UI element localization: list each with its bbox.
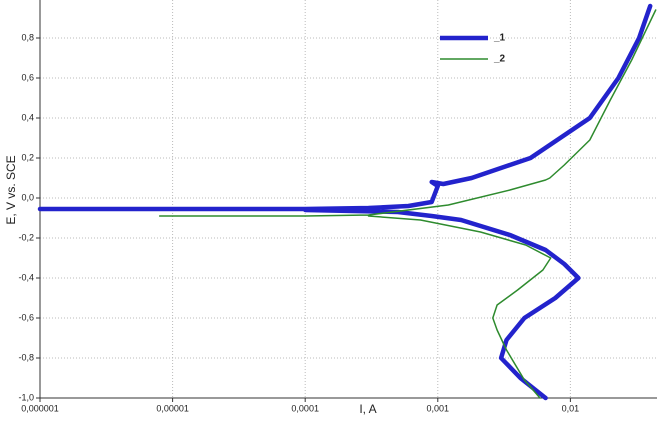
y-tick-label: -1,0: [18, 392, 34, 402]
x-tick-label: 0,001: [427, 403, 450, 413]
series-line: [37, 3, 653, 401]
series-line: [158, 9, 657, 399]
x-tick-label: 0,0001: [291, 403, 319, 413]
x-axis-label: I, A: [359, 402, 376, 416]
x-tick-label: 0,00001: [156, 403, 189, 413]
y-tick-label: 0,0: [21, 192, 34, 202]
x-tick-label: 0,000001: [21, 403, 59, 413]
y-tick-label: 0,8: [21, 32, 34, 42]
y-tick-label: 0,6: [21, 72, 34, 82]
y-tick-label: -0,8: [18, 352, 34, 362]
y-tick-label: 0,4: [21, 112, 34, 122]
legend-label: _2: [493, 54, 506, 65]
y-tick-label: 0,2: [21, 152, 34, 162]
y-axis-label: E, V vs. SCE: [4, 155, 18, 224]
y-tick-label: -0,2: [18, 232, 34, 242]
y-tick-label: -0,6: [18, 312, 34, 322]
legend-label: _1: [493, 33, 506, 44]
y-tick-label: -0,4: [18, 272, 34, 282]
x-tick-label: 0,01: [562, 403, 580, 413]
